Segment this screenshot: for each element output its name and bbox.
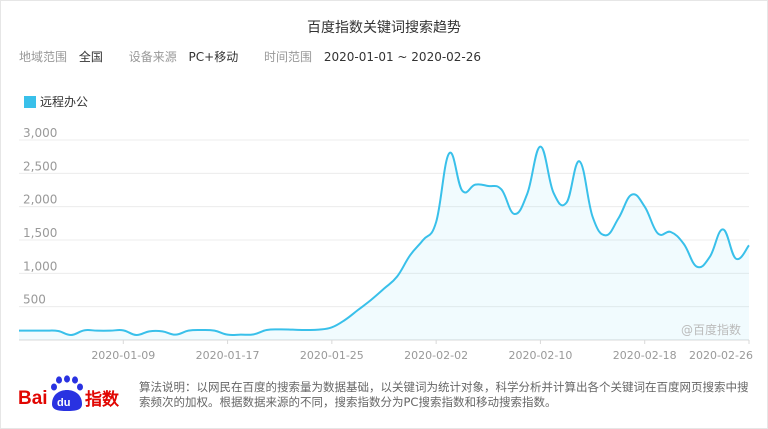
svg-text:Bai: Bai bbox=[18, 388, 48, 409]
algorithm-note: 算法说明：以网民在百度的搜索量为数据基础，以关键词为统计对象，科学分析并计算出各… bbox=[139, 380, 749, 409]
time-range-label: 时间范围 bbox=[264, 50, 313, 64]
trend-chart[interactable]: 500 1,000 1,500 2,000 2,500 3,000 2020-01-09 20… bbox=[0, 0, 768, 372]
svg-text:du: du bbox=[57, 397, 70, 409]
device-filter-label: 设备来源 bbox=[128, 50, 177, 64]
device-filter-value[interactable]: PC+移动 bbox=[188, 50, 239, 64]
svg-text:指数: 指数 bbox=[85, 389, 120, 410]
x-tick-label: 2020-01-25 bbox=[300, 349, 364, 362]
series-line bbox=[18, 145, 750, 337]
x-tick-label: 2020-01-17 bbox=[196, 349, 260, 362]
x-tick-label: 2020-02-10 bbox=[508, 349, 572, 362]
region-filter-value[interactable]: 全国 bbox=[78, 50, 103, 64]
y-tick-label: 500 bbox=[23, 293, 46, 307]
y-tick-label: 1,000 bbox=[23, 259, 57, 273]
x-tick-label: 2020-02-02 bbox=[404, 349, 468, 362]
y-tick-label: 1,500 bbox=[23, 226, 57, 240]
page-title: 百度指数关键词搜索趋势 bbox=[307, 20, 461, 36]
y-tick-label: 2,500 bbox=[23, 159, 57, 173]
filter-bar: 地域范围 全国 设备来源 PC+移动 时间范围 2020-01-01 ~ 202… bbox=[19, 48, 503, 65]
region-filter-label: 地域范围 bbox=[19, 50, 68, 64]
legend-label: 远程办公 bbox=[40, 95, 89, 109]
watermark: @百度指数 bbox=[681, 322, 741, 337]
chart-legend[interactable]: 远程办公 bbox=[24, 93, 88, 110]
time-range-value[interactable]: 2020-01-01 ~ 2020-02-26 bbox=[323, 50, 482, 64]
x-tick-label: 2020-01-09 bbox=[91, 349, 155, 362]
y-tick-label: 3,000 bbox=[23, 126, 57, 140]
y-tick-label: 2,000 bbox=[23, 193, 57, 207]
legend-swatch bbox=[24, 95, 36, 108]
x-tick-label: 2020-02-18 bbox=[613, 349, 677, 362]
footer: Bai du 指数 算法说明：以网民在百度的搜索量为数据基础，以关键词为统计对象… bbox=[0, 372, 768, 422]
series-area bbox=[19, 146, 749, 340]
x-tick-label: 2020-02-26 bbox=[689, 349, 753, 362]
baidu-index-logo: Bai du 指数 bbox=[18, 375, 120, 411]
